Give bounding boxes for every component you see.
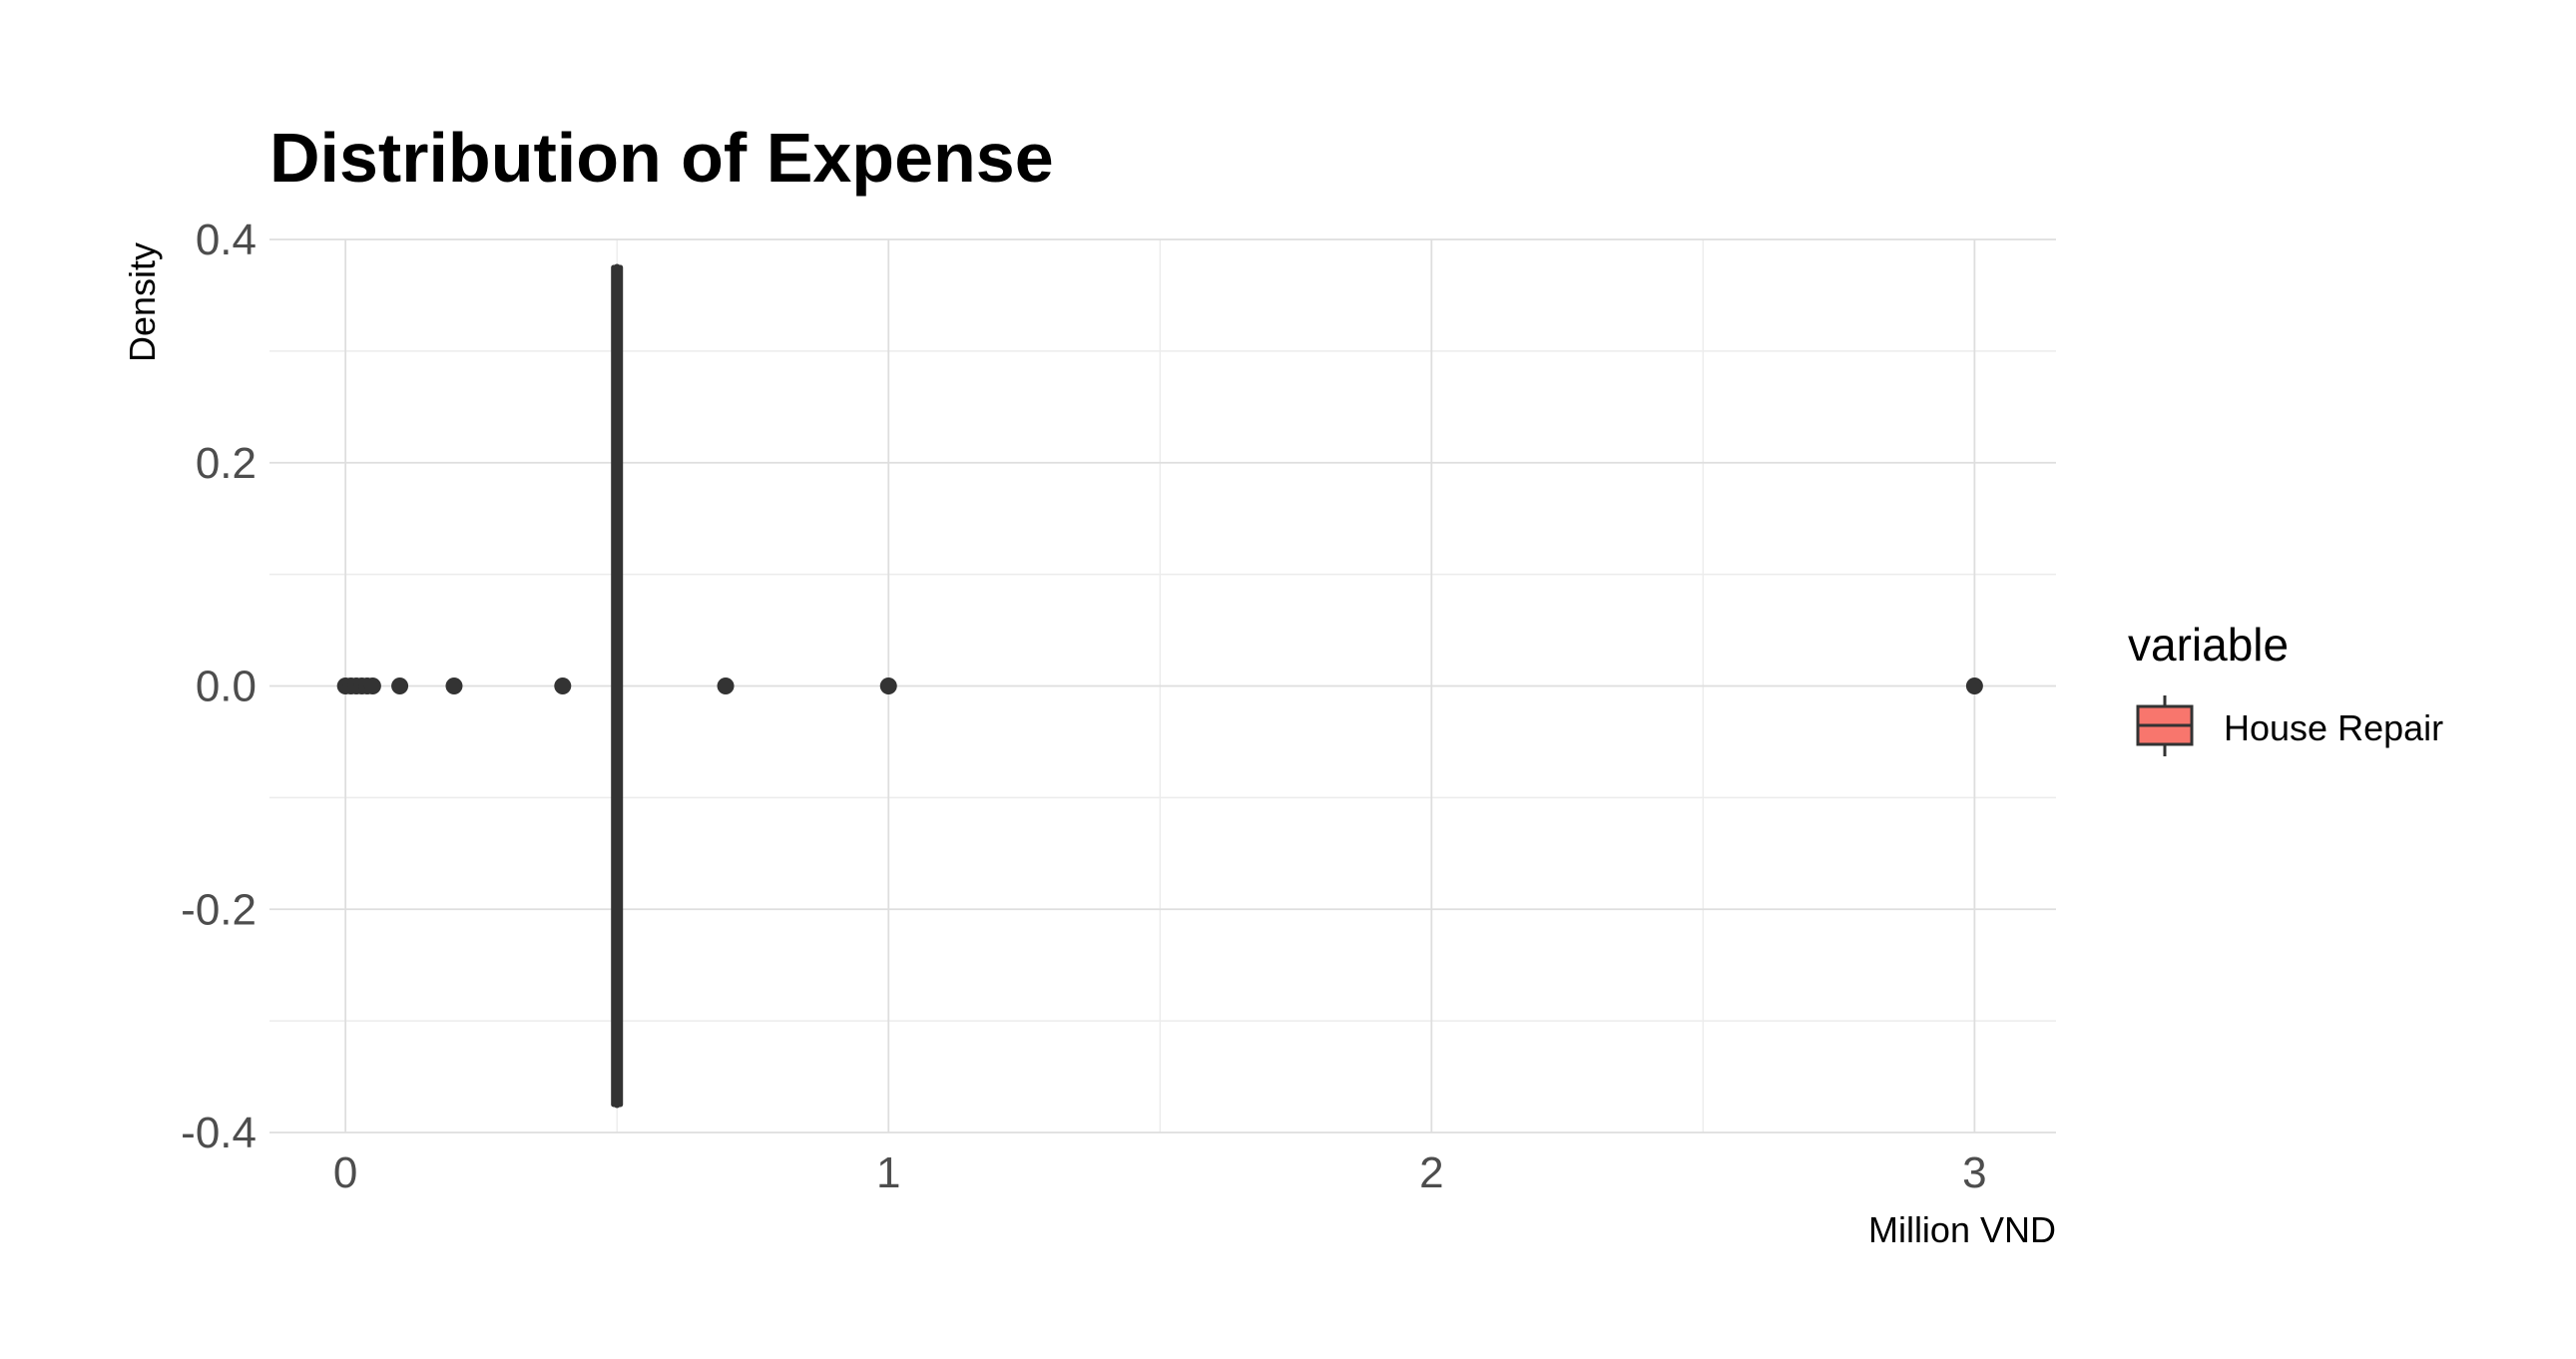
outlier-point-5: [363, 678, 381, 694]
outlier-point-10: [879, 678, 897, 694]
y-tick-label-2: 0.0: [196, 663, 257, 711]
outlier-point-8: [554, 678, 572, 694]
grid: [269, 238, 2056, 1133]
outlier-point-11: [1965, 678, 1983, 694]
x-tick-label-0: 0: [333, 1148, 357, 1197]
y-axis-title: Density: [122, 242, 163, 362]
x-tick-labels: 0 1 2 3: [333, 1148, 1987, 1197]
x-tick-label-3: 3: [1962, 1148, 1986, 1197]
legend: variable House Repair: [2128, 619, 2443, 756]
y-tick-label-3: -0.2: [181, 885, 257, 934]
y-tick-label-1: 0.2: [196, 439, 257, 488]
outlier-point-6: [391, 678, 409, 694]
outlier-point-9: [717, 678, 735, 694]
legend-title: variable: [2128, 619, 2289, 671]
x-tick-label-2: 2: [1419, 1148, 1443, 1197]
x-tick-label-1: 1: [876, 1148, 900, 1197]
x-axis-title: Million VND: [1868, 1209, 2056, 1250]
y-tick-label-0: 0.4: [196, 216, 257, 264]
plot-marks: [336, 263, 1983, 1109]
chart-title: Distribution of Expense: [269, 119, 1054, 197]
outlier-point-7: [445, 678, 463, 694]
legend-label-house-repair: House Repair: [2224, 707, 2443, 748]
y-tick-labels: 0.4 0.2 0.0 -0.2 -0.4: [181, 216, 257, 1157]
y-tick-label-4: -0.4: [181, 1109, 257, 1157]
